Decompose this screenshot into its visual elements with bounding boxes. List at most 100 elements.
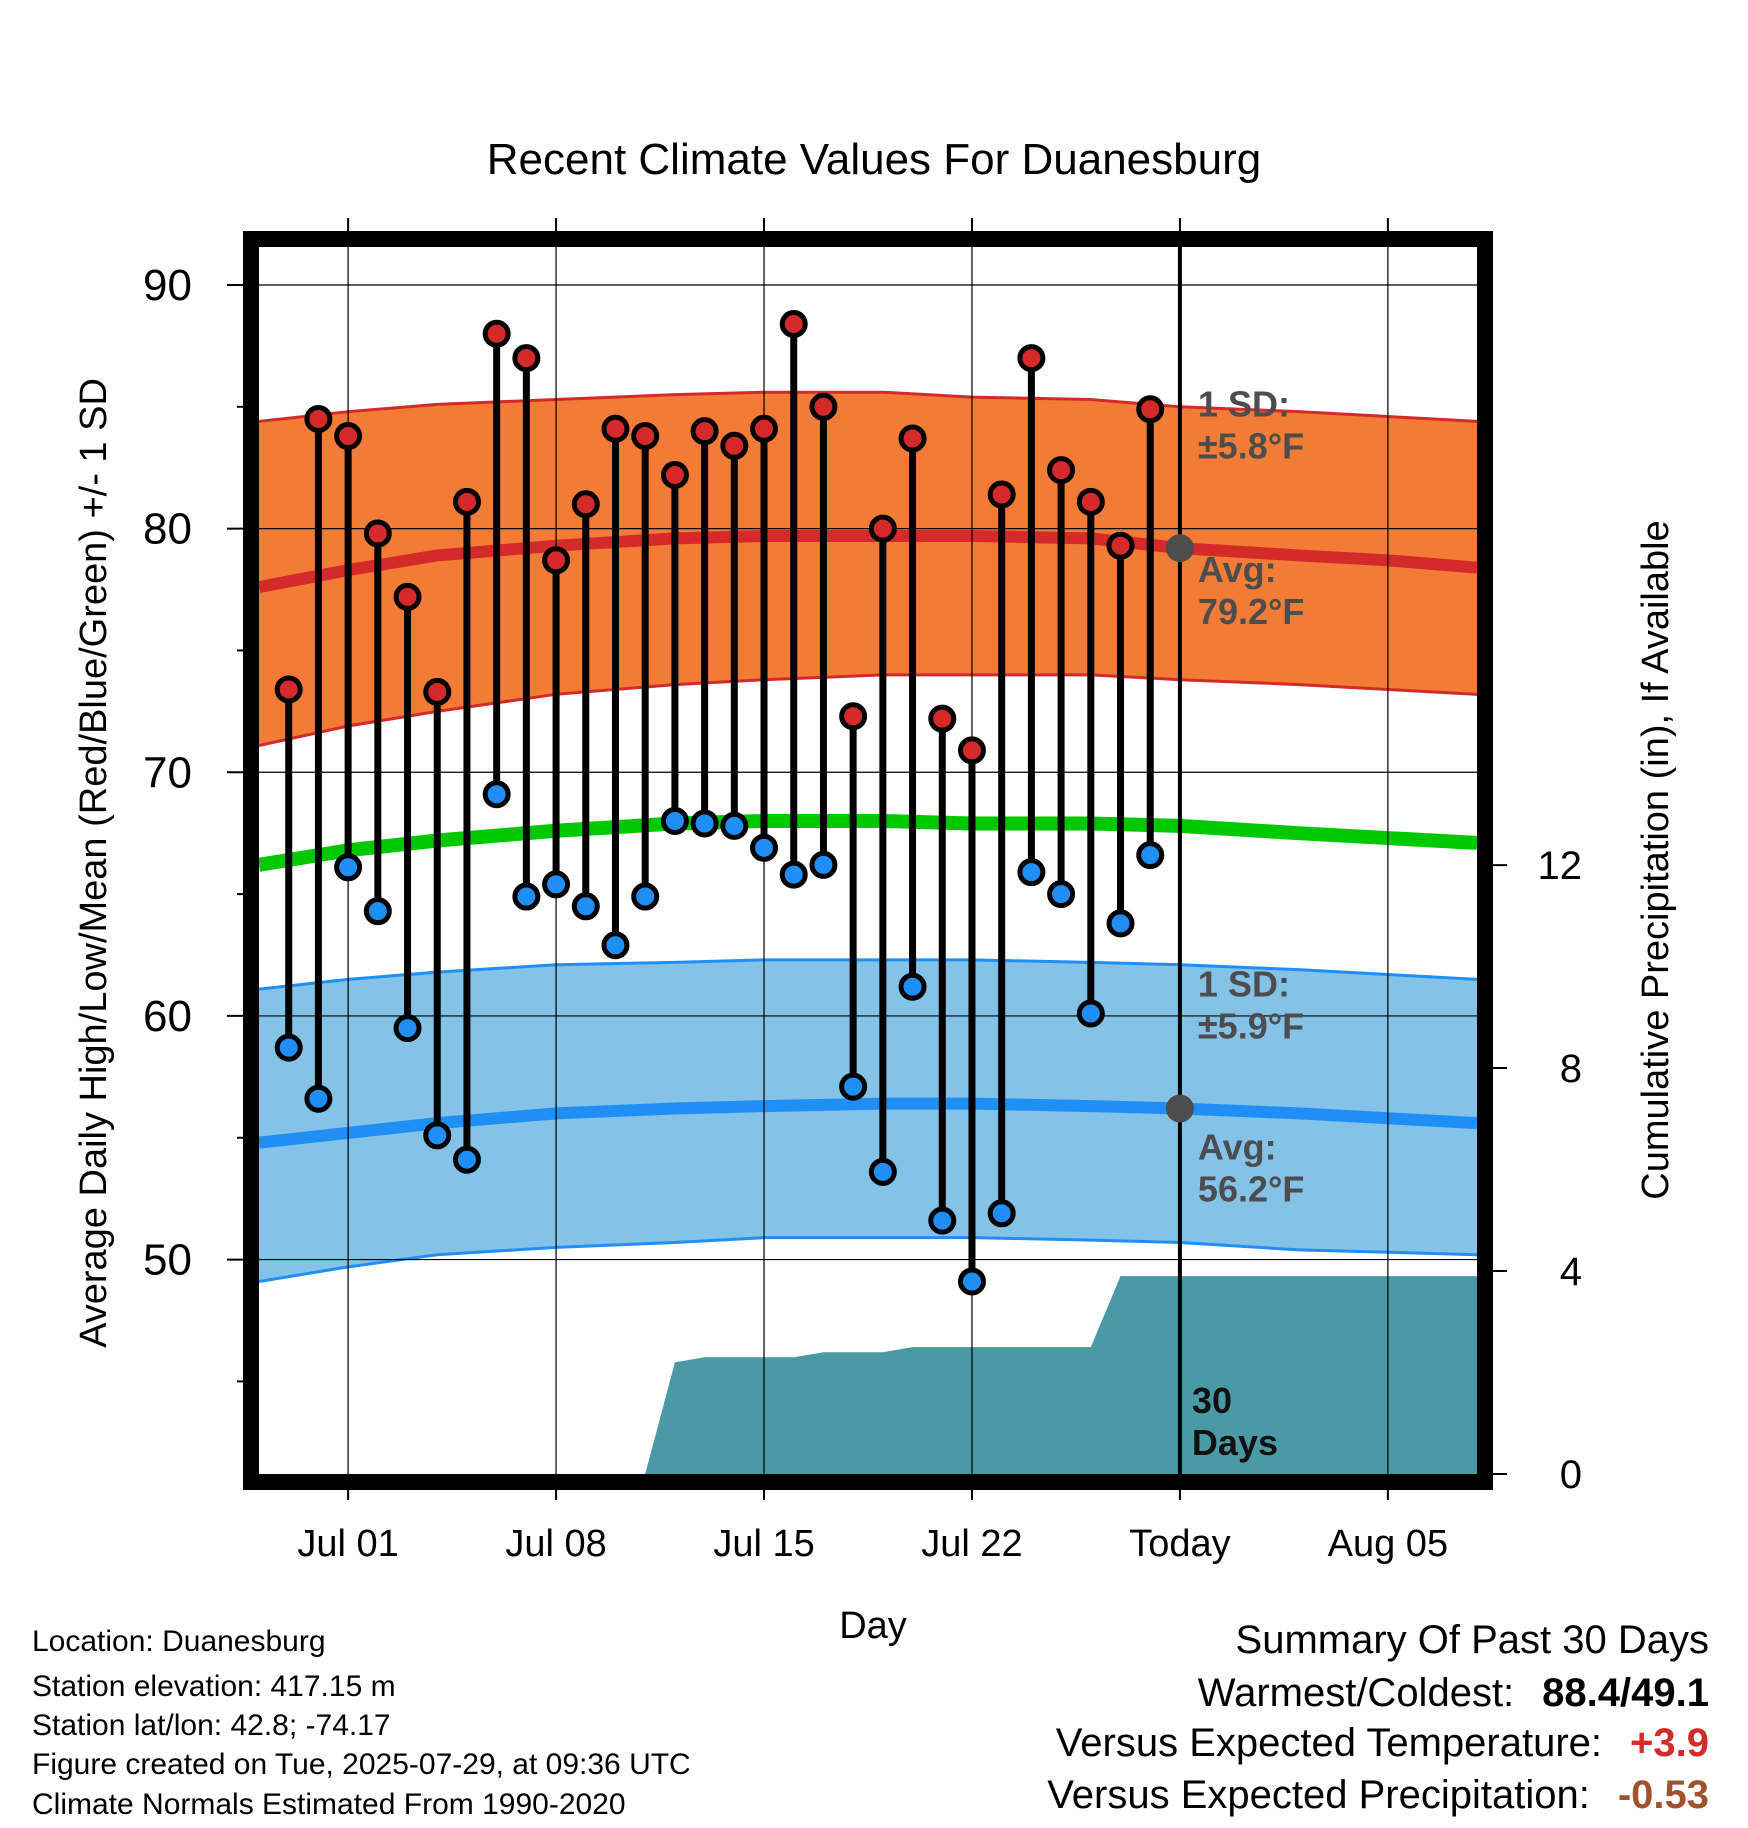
low-point [868, 1157, 897, 1186]
summary-title: Summary Of Past 30 Days [1235, 1618, 1709, 1662]
high-point [809, 392, 838, 421]
precip-label: Versus Expected Precipitation: [1047, 1773, 1590, 1817]
low-point [720, 811, 749, 840]
low-point [601, 931, 630, 960]
high-point [452, 487, 481, 516]
high-point [660, 461, 689, 490]
high-point [1017, 344, 1046, 373]
low-point [1017, 858, 1046, 887]
low-sd-band-lower-edge [259, 1236, 1477, 1284]
low-point [1076, 999, 1105, 1028]
chart-title: Recent Climate Values For Duanesburg [487, 135, 1261, 184]
y2-axis-label: Cumulative Precipitation (in), If Availa… [1635, 520, 1677, 1199]
high-point [601, 414, 630, 443]
high-point [868, 514, 897, 543]
info-location: Location: Duanesburg [32, 1625, 326, 1658]
x-tick-label: Today [1129, 1523, 1230, 1565]
high-point [720, 431, 749, 460]
high-point [1076, 487, 1105, 516]
high-point [274, 675, 303, 704]
y2-tick-label: 8 [1560, 1047, 1582, 1091]
x-tick-label: Jul 01 [297, 1523, 398, 1565]
low-point [274, 1033, 303, 1062]
low-point [512, 882, 541, 911]
y-tick-label: 50 [143, 1236, 192, 1285]
today-avg-low-marker [1165, 1094, 1194, 1123]
high-point [512, 344, 541, 373]
low-point [393, 1014, 422, 1043]
low-point [779, 860, 808, 889]
info-normals: Climate Normals Estimated From 1990-2020 [32, 1788, 626, 1821]
summary-temp: Versus Expected Temperature: +3.9 [1056, 1721, 1709, 1766]
info-elevation: Station elevation: 417.15 m [32, 1670, 396, 1703]
warm-cold-label: Warmest/Coldest: [1197, 1671, 1515, 1715]
low-sd-band [259, 959, 1477, 1282]
low-point [452, 1145, 481, 1174]
high-point [839, 702, 868, 731]
precip-value: -0.53 [1617, 1773, 1709, 1817]
high-point [334, 422, 363, 451]
high-point [928, 704, 957, 733]
temp-value: +3.9 [1630, 1721, 1709, 1765]
low-point [839, 1072, 868, 1101]
low-avg-annotation: 56.2°F [1198, 1169, 1304, 1210]
y2-tick-label: 12 [1538, 844, 1583, 888]
high-point [482, 319, 511, 348]
avg-mean-line [259, 814, 1477, 872]
low-sd-annotation: ±5.9°F [1198, 1005, 1304, 1046]
high-avg-annotation: 79.2°F [1198, 591, 1304, 632]
summary-warm-cold: Warmest/Coldest: 88.4/49.1 [1198, 1671, 1709, 1716]
high-point [957, 736, 986, 765]
x-tick-label: Jul 15 [713, 1523, 814, 1565]
high-point [779, 309, 808, 338]
y2-tick-label: 0 [1560, 1453, 1582, 1497]
low-point [898, 972, 927, 1001]
high-point [750, 414, 779, 443]
low-point [690, 809, 719, 838]
x-tick-label: Jul 22 [921, 1523, 1022, 1565]
window-label: 30 [1192, 1380, 1232, 1421]
low-point [334, 853, 363, 882]
low-sd-annotation: 1 SD: [1198, 963, 1290, 1004]
high-sd-band [259, 392, 1477, 746]
high-point [542, 546, 571, 575]
high-point [690, 417, 719, 446]
summary-precip: Versus Expected Precipitation: -0.53 [1047, 1773, 1709, 1818]
low-avg-annotation: Avg: [1198, 1127, 1277, 1168]
low-point [750, 833, 779, 862]
low-point [482, 780, 511, 809]
low-point [809, 850, 838, 879]
low-point [631, 882, 660, 911]
x-axis-label: Day [839, 1605, 907, 1647]
y-tick-label: 90 [143, 261, 192, 310]
high-point [987, 480, 1016, 509]
low-point [928, 1206, 957, 1235]
warm-cold-value: 88.4/49.1 [1542, 1671, 1709, 1715]
high-avg-annotation: Avg: [1198, 549, 1277, 590]
high-point [571, 490, 600, 519]
low-point [363, 897, 392, 926]
high-point [1136, 395, 1165, 424]
high-point [1047, 456, 1076, 485]
low-point [542, 870, 571, 899]
low-point [957, 1267, 986, 1296]
low-point [1106, 909, 1135, 938]
y-tick-label: 60 [143, 992, 192, 1041]
high-point [393, 582, 422, 611]
high-point [631, 422, 660, 451]
y-tick-label: 80 [143, 505, 192, 554]
high-point [423, 677, 452, 706]
low-point [304, 1084, 333, 1113]
plot-frame [243, 231, 1493, 1490]
high-point [304, 404, 333, 433]
y2-tick-label: 4 [1560, 1250, 1582, 1294]
low-point [571, 892, 600, 921]
temp-label: Versus Expected Temperature: [1055, 1721, 1603, 1765]
low-point [660, 807, 689, 836]
high-sd-annotation: ±5.8°F [1198, 426, 1304, 467]
info-created: Figure created on Tue, 2025-07-29, at 09… [32, 1748, 691, 1781]
high-point [1106, 531, 1135, 560]
x-tick-label: Aug 05 [1328, 1523, 1448, 1565]
